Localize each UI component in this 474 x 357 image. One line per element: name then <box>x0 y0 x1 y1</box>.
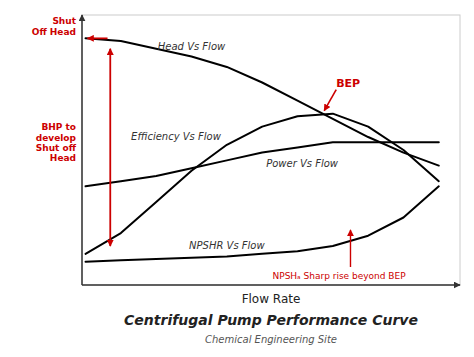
curve <box>86 186 439 261</box>
curve-label: Power Vs Flow <box>266 158 339 169</box>
curve <box>86 114 439 254</box>
curve-label: NPSHR Vs Flow <box>189 240 265 251</box>
annotation: BHP todevelopShut offHead <box>36 122 77 163</box>
x-axis-label: Flow Rate <box>242 292 301 306</box>
plot-frame <box>82 15 460 285</box>
title: Centrifugal Pump Performance Curve <box>124 312 418 328</box>
y-axis <box>81 15 83 285</box>
annotation: ShutOff Head <box>32 16 77 36</box>
subtitle: Chemical Engineering Site <box>205 334 337 345</box>
annotation-arrow <box>109 49 111 246</box>
annotation: BEP <box>336 77 360 90</box>
x-axis <box>82 284 460 286</box>
curve-label: Head Vs Flow <box>158 41 226 52</box>
annotation-arrow <box>350 230 351 267</box>
annotation-arrow <box>88 37 108 39</box>
curve-label: Efficiency Vs Flow <box>131 131 222 142</box>
curve <box>86 38 439 165</box>
curve <box>86 142 439 186</box>
annotation: NPSHₐ Sharp rise beyond BEP <box>272 271 406 281</box>
chart: Head Vs Flow Efficiency Vs Flow Power Vs F… <box>0 0 474 357</box>
curves <box>86 38 439 261</box>
annotation-arrow <box>324 90 336 111</box>
